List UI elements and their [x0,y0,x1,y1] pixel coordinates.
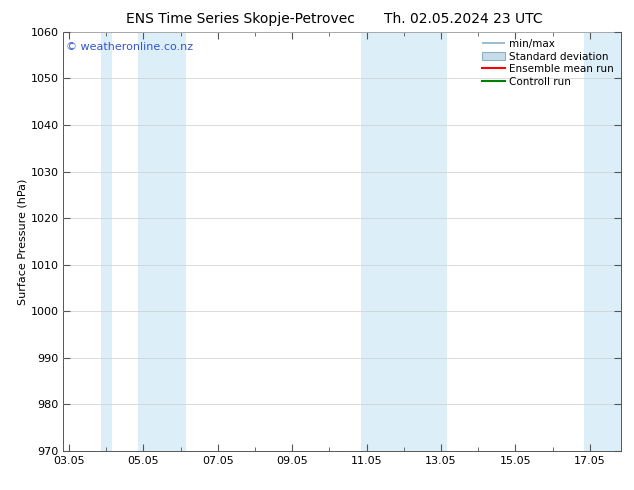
Text: Th. 02.05.2024 23 UTC: Th. 02.05.2024 23 UTC [384,12,542,26]
Bar [138,32,186,451]
Text: ENS Time Series Skopje-Petrovec: ENS Time Series Skopje-Petrovec [126,12,356,26]
Text: © weatheronline.co.nz: © weatheronline.co.nz [66,42,193,52]
Bar [101,32,112,451]
Bar [361,32,446,451]
Bar [584,32,621,451]
Legend: min/max, Standard deviation, Ensemble mean run, Controll run: min/max, Standard deviation, Ensemble me… [480,37,616,89]
Y-axis label: Surface Pressure (hPa): Surface Pressure (hPa) [18,178,28,304]
